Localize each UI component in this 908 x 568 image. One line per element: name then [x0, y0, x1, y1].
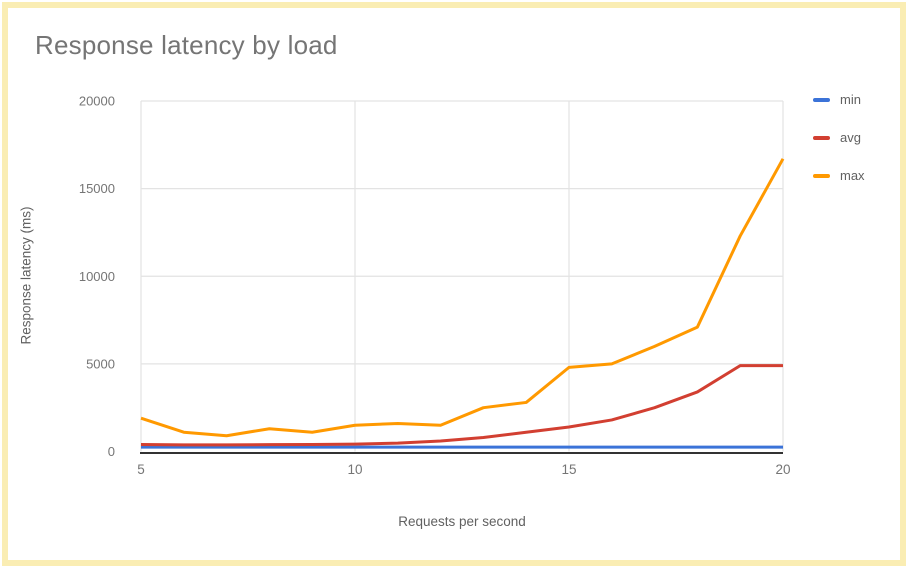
- legend-label: max: [840, 168, 865, 183]
- x-axis-title: Requests per second: [398, 514, 526, 529]
- legend-item-min: min: [813, 91, 865, 109]
- y-tick-label: 20000: [79, 94, 115, 109]
- y-tick-label: 5000: [86, 356, 115, 371]
- y-tick-label: 0: [108, 444, 115, 459]
- x-tick-label: 20: [775, 462, 790, 477]
- legend-swatch-avg: [813, 135, 830, 141]
- x-tick-label: 5: [137, 462, 145, 477]
- legend-item-max: max: [813, 167, 865, 185]
- y-axis-title: Response latency (ms): [18, 206, 34, 345]
- legend-label: avg: [840, 130, 861, 145]
- series-line-max: [140, 158, 785, 438]
- x-tick-label: 15: [561, 462, 576, 477]
- legend-swatch-max: [813, 173, 830, 179]
- legend-item-avg: avg: [813, 129, 865, 147]
- legend-label: min: [840, 92, 861, 107]
- x-tick-label: 10: [347, 462, 362, 477]
- legend-swatch-min: [813, 97, 830, 103]
- chart-legend: min avg max: [813, 91, 865, 185]
- chart-title: Response latency by load: [35, 30, 338, 60]
- y-tick-label: 10000: [79, 269, 115, 284]
- y-tick-label: 15000: [79, 181, 115, 196]
- series-line-avg: [140, 364, 783, 447]
